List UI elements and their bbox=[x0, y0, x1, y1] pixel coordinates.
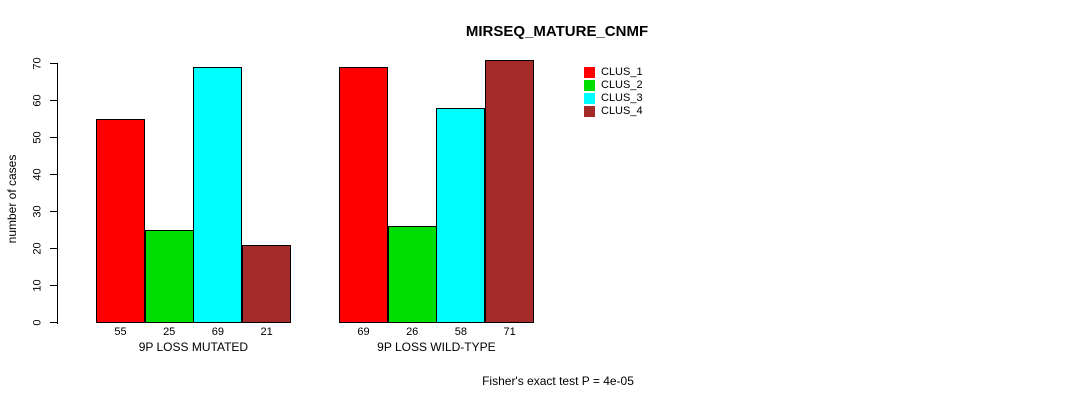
bar-clus_2 bbox=[387, 226, 437, 323]
bar-value-label: 25 bbox=[163, 326, 176, 338]
bar-value-label: 21 bbox=[260, 326, 273, 338]
bar-clus_4 bbox=[242, 244, 292, 323]
bar-value-label: 69 bbox=[357, 326, 370, 338]
y-tick-label: 10 bbox=[31, 279, 44, 292]
bar-value-label: 58 bbox=[454, 326, 468, 338]
legend-item: CLUS_2 bbox=[584, 79, 643, 92]
legend-swatch-clus_3 bbox=[584, 93, 595, 104]
y-tick-label: 40 bbox=[31, 168, 44, 181]
legend-label: CLUS_2 bbox=[601, 79, 643, 91]
legend-swatch-clus_1 bbox=[584, 67, 595, 78]
bar-clus_4 bbox=[485, 59, 535, 323]
y-tick-label: 70 bbox=[31, 57, 44, 70]
bar-value-label: 71 bbox=[503, 326, 516, 338]
bar-clus_3 bbox=[193, 66, 243, 323]
group-label: 9P LOSS WILD-TYPE bbox=[377, 340, 496, 354]
chart-title: MIRSEQ_MATURE_CNMF bbox=[465, 23, 649, 40]
bar-clus_2 bbox=[144, 229, 194, 323]
y-tick bbox=[50, 210, 58, 212]
y-tick bbox=[50, 173, 58, 175]
y-tick bbox=[50, 322, 58, 324]
y-tick-label: 30 bbox=[31, 205, 44, 218]
y-tick bbox=[50, 62, 58, 64]
legend-label: CLUS_1 bbox=[601, 66, 643, 78]
y-tick-label: 60 bbox=[31, 94, 44, 107]
legend-label: CLUS_4 bbox=[601, 105, 643, 117]
bar-value-label: 55 bbox=[114, 326, 127, 338]
bar-value-label: 69 bbox=[211, 326, 225, 338]
y-tick bbox=[50, 285, 58, 287]
y-axis-line bbox=[57, 63, 58, 324]
y-tick bbox=[50, 248, 58, 249]
legend-item: CLUS_1 bbox=[584, 66, 643, 79]
group-label: 9P LOSS MUTATED bbox=[138, 340, 249, 354]
legend-swatch-clus_2 bbox=[584, 80, 595, 91]
legend-swatch-clus_4 bbox=[584, 106, 595, 117]
bar-clus_1 bbox=[96, 118, 145, 323]
y-tick bbox=[50, 136, 58, 138]
legend: CLUS_1 CLUS_2 CLUS_3 CLUS_4 bbox=[584, 66, 643, 118]
footer-note: Fisher's exact test P = 4e-05 bbox=[482, 374, 634, 388]
bar-clus_1 bbox=[339, 66, 388, 323]
legend-label: CLUS_3 bbox=[601, 92, 643, 104]
y-tick-label: 0 bbox=[31, 319, 44, 326]
legend-item: CLUS_3 bbox=[584, 92, 643, 105]
legend-item: CLUS_4 bbox=[584, 105, 643, 118]
bar-value-label: 26 bbox=[406, 326, 419, 338]
y-tick-label: 50 bbox=[31, 131, 44, 144]
bar-clus_3 bbox=[436, 107, 486, 323]
y-tick bbox=[50, 99, 58, 101]
y-tick-label: 20 bbox=[31, 242, 44, 255]
